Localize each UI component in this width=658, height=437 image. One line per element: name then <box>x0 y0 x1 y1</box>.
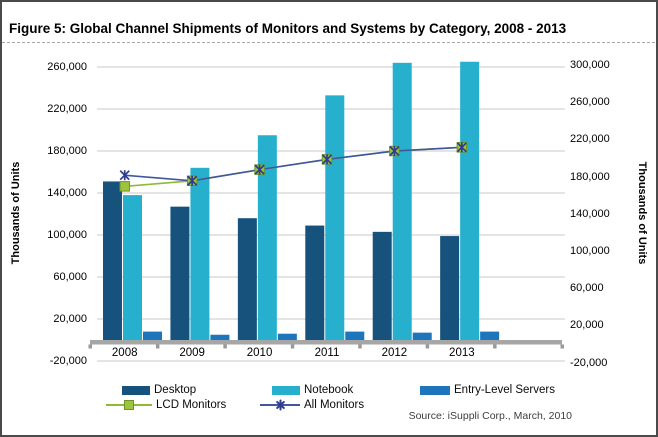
legend-item-desktop: Desktop <box>122 384 196 396</box>
legend-label-desktop: Desktop <box>154 384 197 396</box>
x-marker-icon <box>275 399 286 411</box>
bar-entry-level-servers-2008 <box>143 331 162 340</box>
desktop-swatch <box>122 385 150 395</box>
bar-desktop-2010 <box>237 218 257 340</box>
bar-desktop-2013 <box>440 236 460 340</box>
left-axis-tick-label: 220,000 <box>47 102 87 115</box>
square-marker-icon <box>124 400 134 410</box>
source-note: Source: iSuppli Corp., March, 2010 <box>408 410 572 422</box>
legend-label-lcd-monitors: LCD Monitors <box>156 399 227 411</box>
title-separator <box>2 42 656 43</box>
legend-item-notebook: Notebook <box>272 384 353 396</box>
bar-notebook-2009 <box>190 167 210 340</box>
x-axis-tick <box>223 344 227 349</box>
right-axis-tick-label: 220,000 <box>570 133 610 146</box>
left-axis-tick-label: 60,000 <box>53 270 87 283</box>
right-axis-tick-label: 60,000 <box>570 282 604 295</box>
bar-desktop-2008 <box>103 181 122 340</box>
x-axis-tick <box>155 344 160 349</box>
x-axis-tick <box>560 344 564 349</box>
right-axis-tick-label: 140,000 <box>570 207 610 220</box>
category-label-2013: 2013 <box>449 347 475 359</box>
category-label-2010: 2010 <box>246 347 273 359</box>
x-axis-tick <box>358 344 362 349</box>
line-all-monitors <box>124 146 462 182</box>
right-axis-tick-label: -20,000 <box>570 356 608 369</box>
notebook-swatch <box>272 385 300 395</box>
bar-entry-level-servers-2013 <box>480 331 500 340</box>
left-axis-tick-label: 100,000 <box>47 228 87 241</box>
legend-label-all-monitors: All Monitors <box>304 399 365 411</box>
bar-entry-level-servers-2011 <box>345 331 365 340</box>
x-axis-tick <box>88 344 92 349</box>
category-label-2011: 2011 <box>314 347 340 359</box>
x-axis-tick <box>425 344 430 349</box>
entry-level-servers-swatch <box>420 385 450 395</box>
left-axis-tick-label: 20,000 <box>53 312 87 325</box>
legend-item-all-monitors: All Monitors <box>260 399 364 411</box>
lcd-monitors-line-swatch <box>106 400 152 410</box>
bar-notebook-2013 <box>460 61 480 340</box>
figure-title: Figure 5: Global Channel Shipments of Mo… <box>9 21 567 36</box>
bar-desktop-2012 <box>372 231 392 340</box>
left-axis-tick-label: 180,000 <box>47 144 87 157</box>
right-axis-tick-label: 20,000 <box>570 319 604 332</box>
category-label-2008: 2008 <box>111 347 138 359</box>
legend-item-entry-level-servers: Entry-Level Servers <box>420 384 555 396</box>
category-label-2012: 2012 <box>381 347 408 359</box>
bar-notebook-2008 <box>123 195 142 340</box>
left-axis-tick-label: -20,000 <box>49 354 87 367</box>
bar-entry-level-servers-2012 <box>412 332 432 340</box>
x-axis-tick <box>290 344 295 349</box>
legend-item-lcd-monitors: LCD Monitors <box>106 399 226 411</box>
bar-notebook-2010 <box>257 135 277 340</box>
right-axis-tick-label: 100,000 <box>570 244 610 257</box>
bar-desktop-2011 <box>305 225 325 340</box>
right-axis-tick-label: 180,000 <box>570 170 610 183</box>
right-axis-tick-label: 300,000 <box>570 59 610 71</box>
legend-label-notebook: Notebook <box>304 384 354 396</box>
legend-label-entry-level-servers: Entry-Level Servers <box>454 384 555 396</box>
right-axis-tick-label: 260,000 <box>570 96 610 109</box>
marker-lcd-monitors-2008 <box>119 181 130 192</box>
x-axis-baseline <box>90 340 562 345</box>
bar-desktop-2009 <box>170 206 190 340</box>
bar-notebook-2012 <box>392 62 412 341</box>
category-label-2009: 2009 <box>179 347 205 359</box>
x-axis-tick <box>493 344 497 349</box>
bar-notebook-2011 <box>325 95 345 340</box>
left-axis-tick-label: 260,000 <box>47 60 87 73</box>
bar-entry-level-servers-2010 <box>277 333 297 340</box>
bar-entry-level-servers-2009 <box>210 334 230 340</box>
left-axis-tick-label: 140,000 <box>47 186 87 199</box>
all-monitors-line-swatch <box>260 399 300 411</box>
